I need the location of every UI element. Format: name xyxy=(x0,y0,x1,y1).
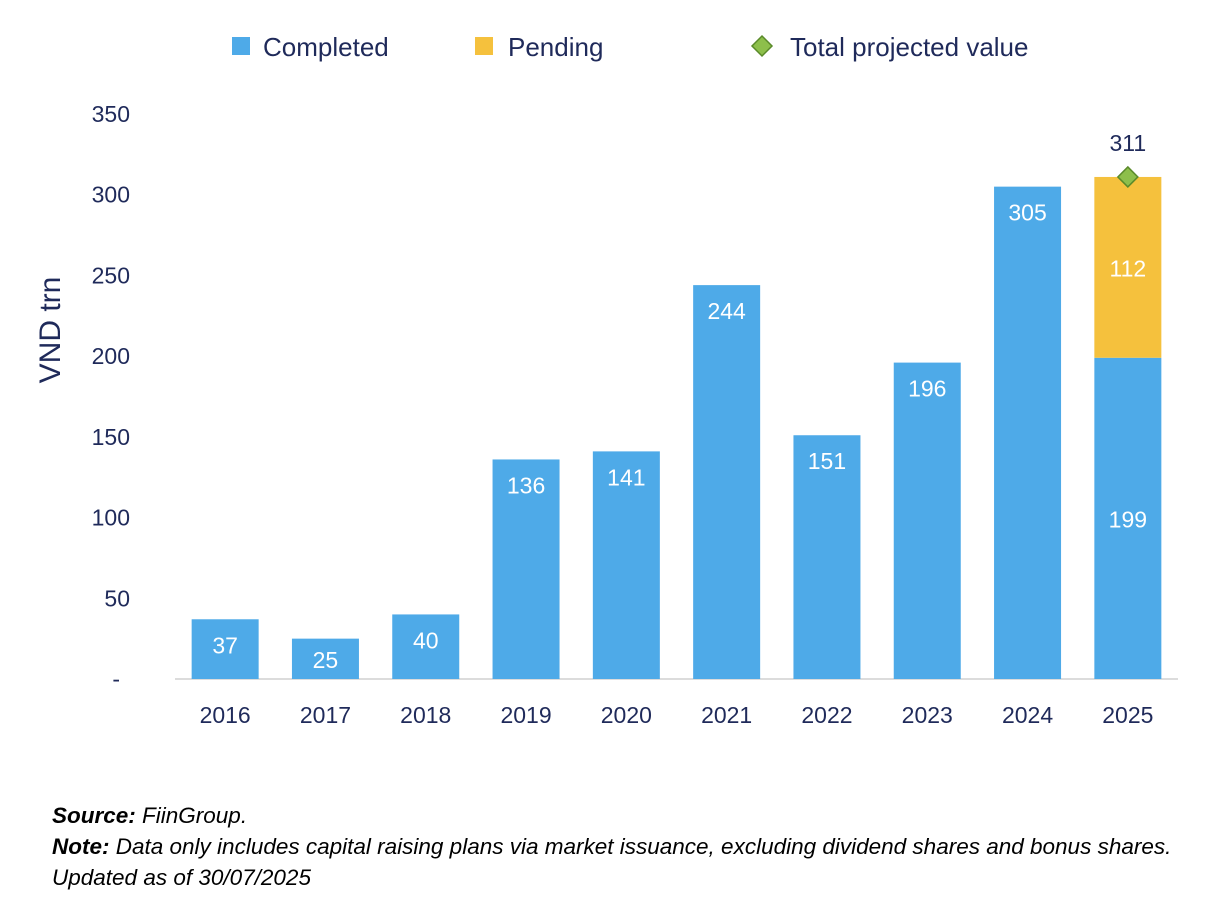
legend-swatch-completed xyxy=(232,37,250,55)
data-label-completed-2016: 37 xyxy=(212,632,238,658)
x-tick-label: 2025 xyxy=(1102,702,1153,728)
note-label: Note: xyxy=(52,834,110,859)
markers: 311 xyxy=(1110,130,1147,189)
y-tick-label: 50 xyxy=(104,585,130,611)
data-label-completed-2019: 136 xyxy=(507,472,545,498)
y-tick-label: 200 xyxy=(92,343,130,369)
bar-pending-2025 xyxy=(1094,176,1162,358)
legend-label-pending: Pending xyxy=(508,32,603,62)
total-projected-marker xyxy=(1116,165,1139,189)
data-labels: 37 25 40 136 141 244 151 196 305 199 112 xyxy=(212,200,1147,673)
data-label-completed-2022: 151 xyxy=(808,448,846,474)
data-label-completed-2020: 141 xyxy=(607,464,645,490)
bar-completed-2016 xyxy=(191,619,259,679)
x-axis-ticks: 2016 2017 2018 2019 2020 2021 2022 2023 2024 2025 xyxy=(200,702,1154,728)
y-tick-label: 250 xyxy=(92,262,130,288)
source-line: Source: FiinGroup. xyxy=(52,800,1192,831)
chart-notes: Source: FiinGroup. Note: Data only inclu… xyxy=(52,800,1192,893)
y-axis-ticks: - 50 100 150 200 250 300 350 xyxy=(92,101,130,692)
bar-completed-2025 xyxy=(1094,357,1162,679)
x-tick-label: 2021 xyxy=(701,702,752,728)
bar-completed-2021 xyxy=(693,285,761,679)
data-label-completed-2021: 244 xyxy=(707,298,746,324)
x-tick-label: 2016 xyxy=(200,702,251,728)
legend-marker-diamond xyxy=(750,34,774,58)
bar-completed-2019 xyxy=(492,459,560,679)
legend-label-total: Total projected value xyxy=(790,32,1028,62)
source-label: Source: xyxy=(52,803,136,828)
x-tick-label: 2020 xyxy=(601,702,652,728)
legend: Completed Pending Total projected value xyxy=(232,32,1028,62)
x-tick-label: 2018 xyxy=(400,702,451,728)
bar-completed-2017 xyxy=(291,638,359,679)
note-text: Data only includes capital raising plans… xyxy=(52,834,1172,890)
x-tick-label: 2019 xyxy=(500,702,551,728)
source-text: FiinGroup. xyxy=(135,803,248,828)
note-line: Note: Data only includes capital raising… xyxy=(52,831,1192,893)
x-tick-label: 2017 xyxy=(300,702,351,728)
legend-swatch-pending xyxy=(475,37,493,55)
data-label-completed-2025: 199 xyxy=(1109,506,1147,532)
chart: Completed Pending Total projected value … xyxy=(34,32,1178,728)
data-label-pending-2025: 112 xyxy=(1110,255,1147,281)
bar-completed-2024 xyxy=(994,186,1062,679)
data-label-completed-2018: 40 xyxy=(413,627,439,653)
y-tick-label: 350 xyxy=(92,101,130,127)
bar-completed-2018 xyxy=(392,614,460,679)
data-label-completed-2017: 25 xyxy=(313,647,339,673)
bars xyxy=(191,176,1162,679)
bar-completed-2023 xyxy=(893,362,961,679)
x-tick-label: 2023 xyxy=(902,702,953,728)
bar-completed-2020 xyxy=(592,451,660,679)
y-tick-label: - xyxy=(112,666,120,692)
data-label-completed-2024: 305 xyxy=(1008,200,1046,226)
bar-completed-2022 xyxy=(793,435,861,679)
y-axis-label: VND trn xyxy=(34,277,67,384)
y-tick-label: 100 xyxy=(92,505,130,531)
total-projected-label: 311 xyxy=(1110,130,1147,156)
legend-label-completed: Completed xyxy=(263,32,389,62)
data-label-completed-2023: 196 xyxy=(908,376,946,402)
x-tick-label: 2024 xyxy=(1002,702,1053,728)
y-tick-label: 150 xyxy=(92,424,130,450)
y-tick-label: 300 xyxy=(92,182,130,208)
x-tick-label: 2022 xyxy=(801,702,852,728)
